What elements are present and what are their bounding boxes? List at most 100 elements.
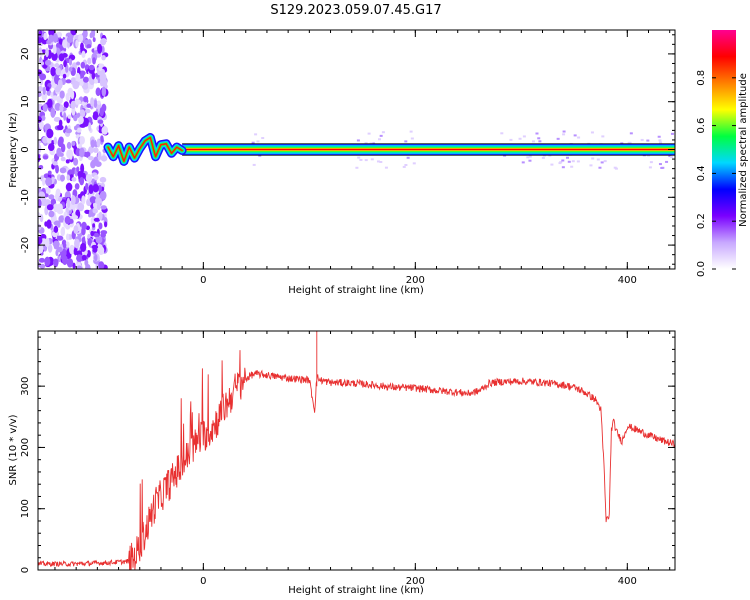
noise-speck [38,120,44,130]
noise-speck [600,161,604,164]
noise-speck [409,130,413,133]
spectrogram-panel: 0 200 400 -20 -10 0 10 20 Height of straight l… [8,29,676,296]
noise-speck [93,232,99,238]
y-tick-label: 20 [20,48,31,61]
noise-speck [91,71,96,80]
noise-speck [41,197,47,207]
noise-speck [76,112,81,119]
noise-speck [92,57,96,65]
noise-speck [57,79,63,89]
signal-trace [107,136,183,163]
noise-speck [75,39,79,48]
noise-speck [38,257,46,263]
noise-speck [531,140,535,143]
noise-speck [99,72,107,82]
noise-speck [63,60,67,68]
noise-speck [589,164,593,167]
noise-speck [92,183,99,193]
noise-speck [55,67,62,76]
noise-speck [48,34,54,43]
noise-speck [412,162,416,165]
noise-speck [94,78,98,84]
noise-speck [65,233,70,241]
noise-speck [364,159,368,162]
noise-speck [573,134,577,137]
noise-speck [92,147,99,153]
noise-speck [69,244,75,255]
noise-speck [99,107,104,117]
noise-speck [51,51,58,61]
noise-speck [40,115,46,121]
noise-speck [96,138,101,148]
noise-speckle-layer [38,30,674,269]
noise-speck [81,101,85,106]
noise-speck [62,39,69,49]
noise-speck [52,258,59,267]
noise-speck [48,30,55,37]
noise-speck [76,166,80,173]
noise-speck [66,174,71,181]
noise-speck [562,130,566,133]
noise-speck [44,237,50,248]
x-tick-label: 200 [406,576,425,587]
noise-speck [657,135,661,138]
noise-speck [73,157,79,166]
y-tick-label: -20 [20,237,31,253]
noise-speck [86,250,91,258]
noise-speck [73,125,78,131]
noise-speck [55,188,61,198]
noise-speck [101,54,106,61]
y-axis-ticks: 0 100 200 300 [20,336,675,573]
y-tick-label: 10 [20,95,31,108]
noise-speck [378,138,382,141]
noise-speck [62,242,67,249]
noise-speck [61,226,65,233]
noise-speck [48,194,55,200]
noise-speck [668,155,672,158]
noise-speck [53,116,61,123]
noise-speck [56,147,62,157]
noise-speck [670,155,674,158]
noise-speck [71,194,76,205]
carrier-band-layer [182,143,675,156]
noise-speck [38,243,44,254]
noise-speck [613,166,617,169]
colorbar-tick-label: 0.4 [696,165,707,181]
noise-speck [84,108,91,114]
noise-speck [67,114,72,119]
noise-speck [66,36,74,44]
noise-speck [70,77,77,82]
noise-speck [63,112,67,121]
noise-speck [538,140,542,143]
noise-speck [384,166,388,169]
noise-speck [95,197,102,205]
noise-speck [95,87,101,97]
noise-speck [558,162,562,165]
noise-speck [356,139,360,142]
noise-speck [100,135,104,143]
noise-speck [53,225,59,233]
noise-speck [261,137,265,140]
noise-speck [85,225,91,231]
noise-speck [90,139,96,148]
x-tick-label: 200 [406,275,425,286]
noise-speck [59,90,65,99]
noise-speck [74,183,80,190]
noise-speck [72,205,76,212]
noise-speck [38,86,44,92]
noise-speck [42,86,46,95]
x-tick-label: 400 [618,275,637,286]
noise-speck [526,156,530,159]
noise-speck [47,143,55,152]
noise-speck [73,247,78,256]
noise-speck [561,159,565,162]
noise-speck [97,43,103,54]
noise-speck [661,166,665,169]
noise-speck [88,184,94,195]
noise-speck [376,160,380,163]
noise-speck [96,203,101,211]
carrier-band [182,148,675,151]
noise-speck [46,204,54,211]
noise-speck [57,124,64,131]
noise-speck [76,61,81,66]
